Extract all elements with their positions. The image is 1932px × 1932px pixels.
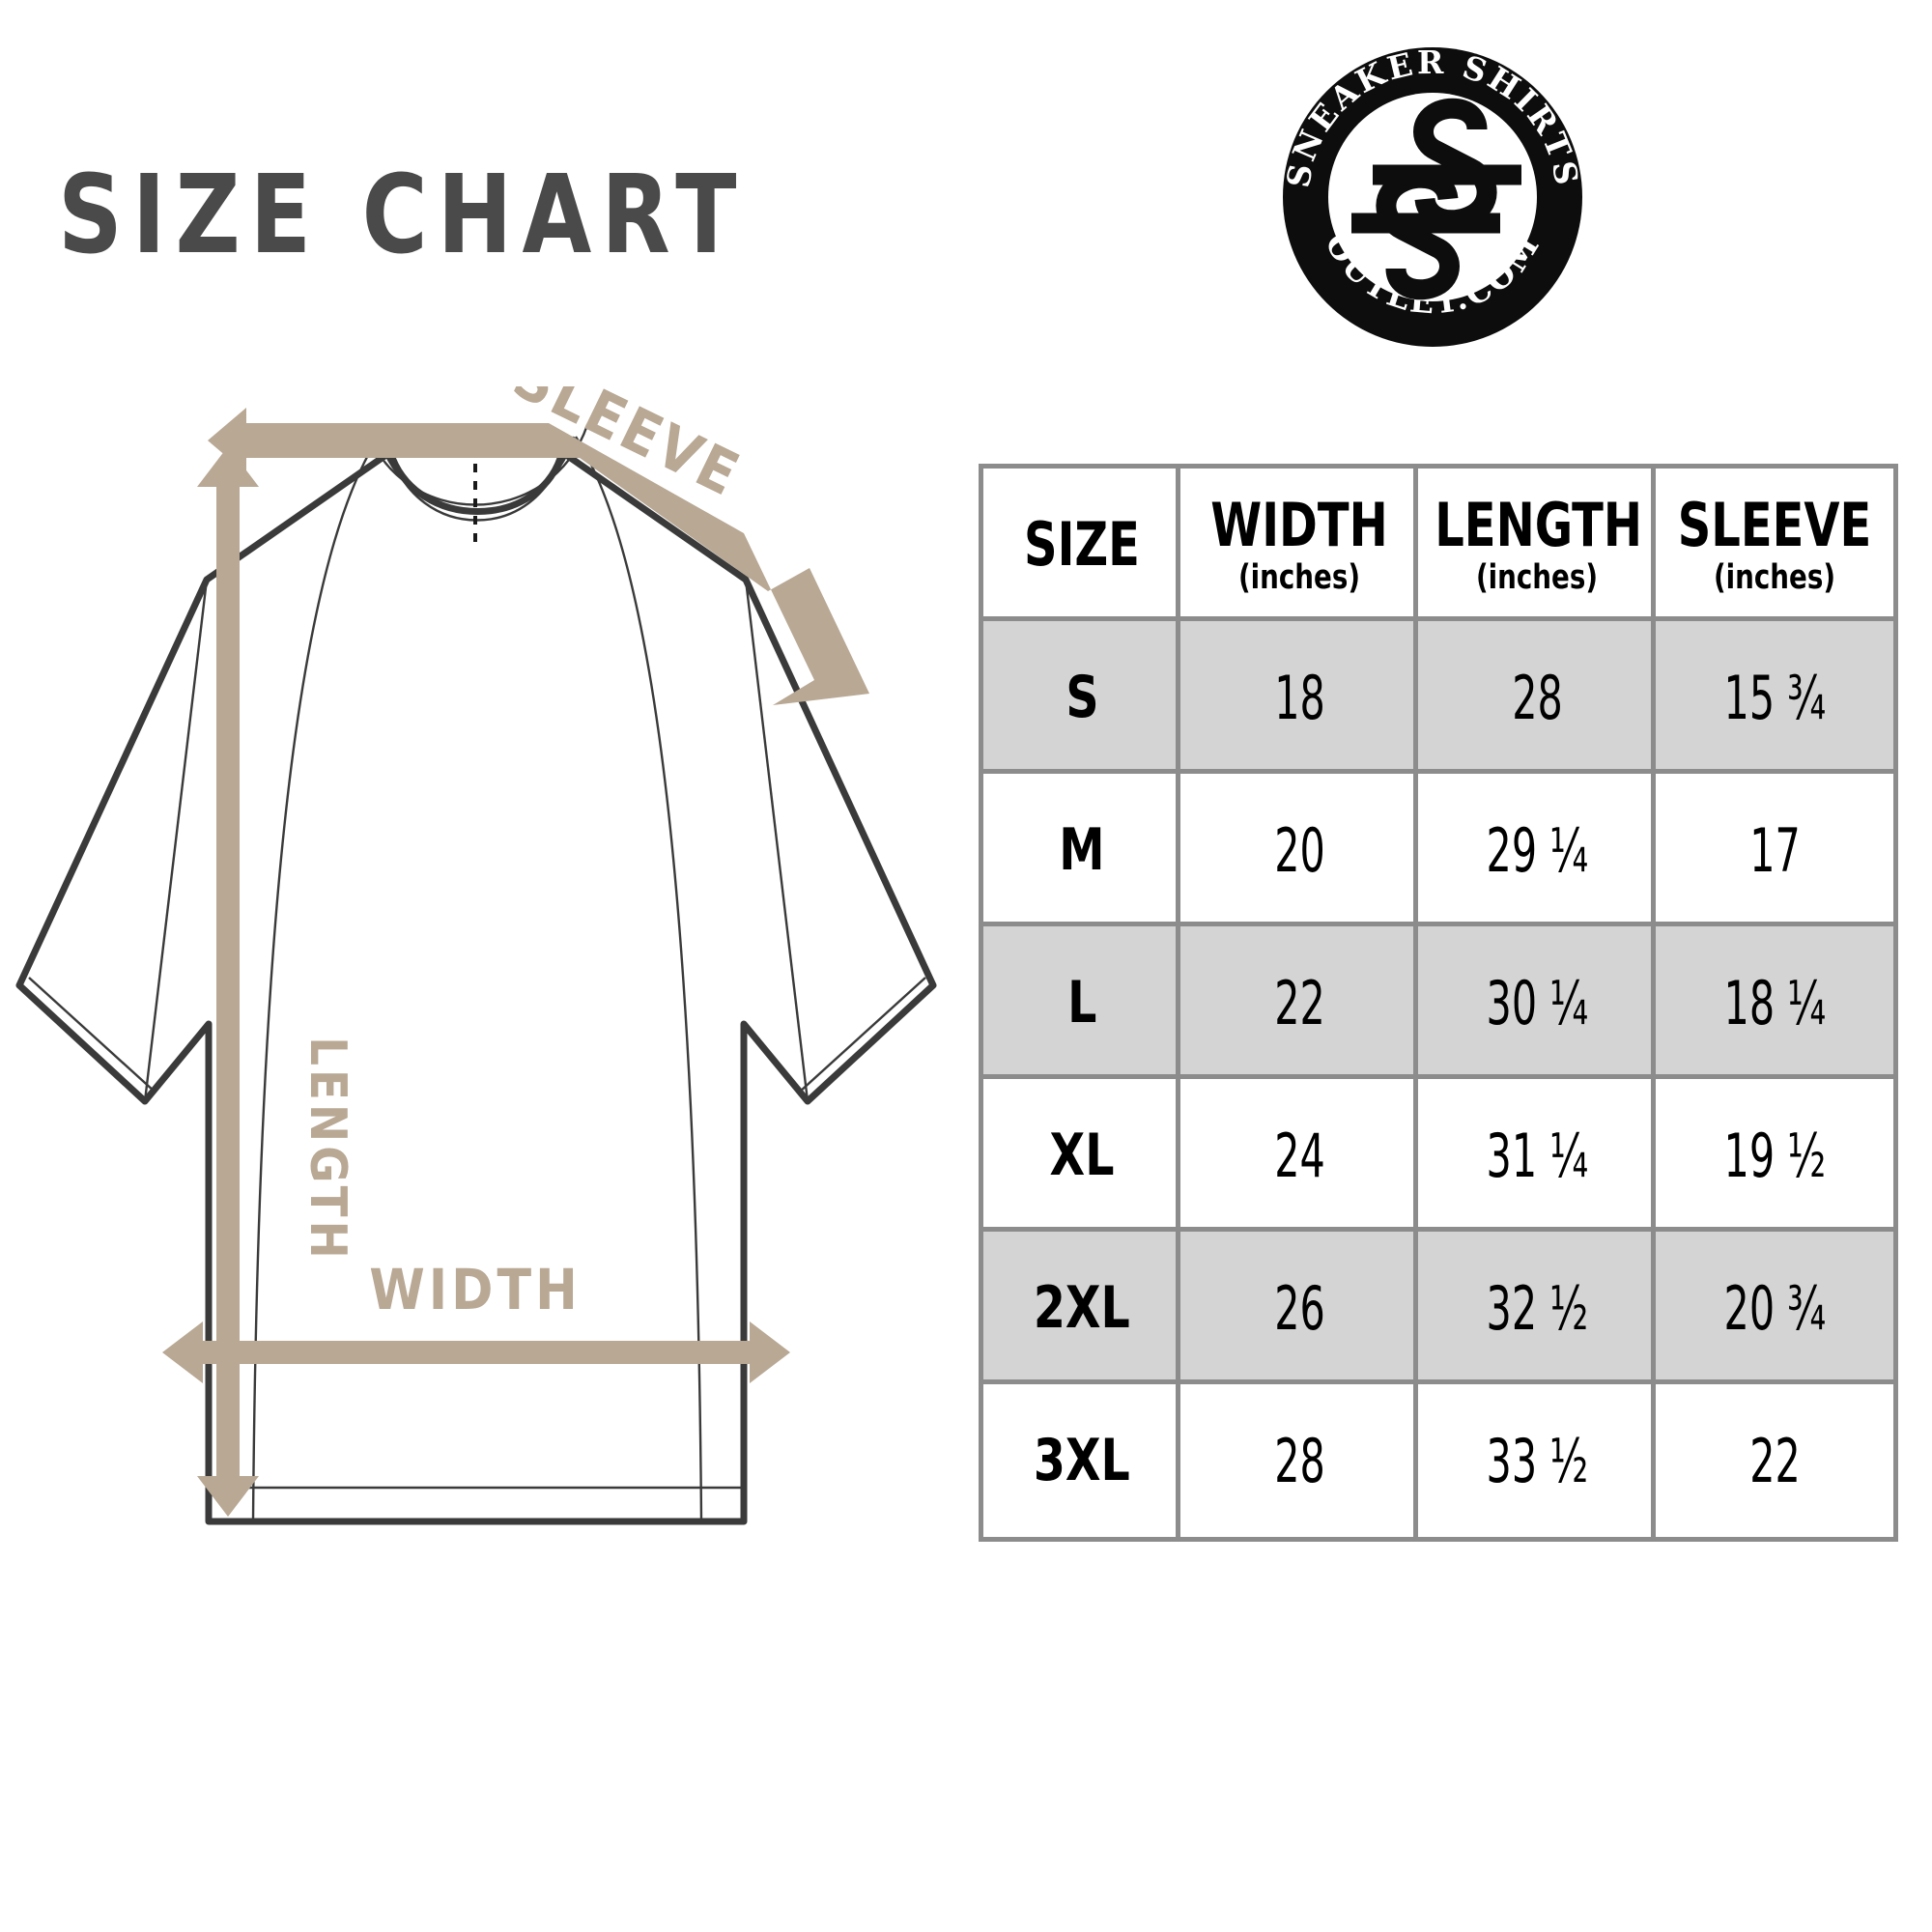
page-title: SIZE CHART: [58, 153, 747, 278]
sleeve-value: 19 ½: [1723, 1120, 1826, 1191]
size-table-container: SIZE WIDTH (inches) LENGTH (inches) SLEE…: [983, 469, 1893, 1537]
column-header-width-main: WIDTH: [1210, 489, 1388, 560]
cell-size: XL: [983, 1079, 1180, 1232]
table-row: XL 24 31 ¼ 19 ½: [983, 1079, 1893, 1232]
size-label: M: [1059, 816, 1105, 884]
cell-width: 28: [1180, 1384, 1418, 1537]
tshirt-diagram: SLEEVE WIDTH LENGTH: [0, 386, 966, 1594]
width-value: 26: [1273, 1272, 1325, 1344]
cell-length: 30 ¼: [1418, 926, 1656, 1079]
cell-length: 33 ½: [1418, 1384, 1656, 1537]
length-value: 31 ¼: [1486, 1120, 1588, 1191]
sleeve-measure-arrow: [208, 408, 869, 705]
table-row: 2XL 26 32 ½ 20 ¾: [983, 1232, 1893, 1384]
cell-width: 18: [1180, 621, 1418, 774]
cell-length: 29 ¼: [1418, 774, 1656, 926]
cell-sleeve: 15 ¾: [1656, 621, 1893, 774]
cell-size: 3XL: [983, 1384, 1180, 1537]
column-header-width: WIDTH (inches): [1180, 469, 1418, 621]
cell-sleeve: 22: [1656, 1384, 1893, 1537]
table-row: L 22 30 ¼ 18 ¼: [983, 926, 1893, 1079]
length-value: 29 ¼: [1486, 814, 1588, 886]
table-row: S 18 28 15 ¾: [983, 621, 1893, 774]
width-value: 20: [1273, 814, 1325, 886]
cell-sleeve: 19 ½: [1656, 1079, 1893, 1232]
column-header-length-units: (inches): [1475, 557, 1599, 597]
length-value: 30 ¼: [1486, 967, 1588, 1038]
cell-size: 2XL: [983, 1232, 1180, 1384]
width-measure-arrow: [162, 1321, 790, 1383]
sleeve-value: 18 ¼: [1723, 967, 1826, 1038]
column-header-sleeve-units: (inches): [1713, 557, 1836, 597]
width-value: 22: [1273, 967, 1325, 1038]
cell-width: 26: [1180, 1232, 1418, 1384]
size-label: 2XL: [1034, 1274, 1130, 1342]
cell-width: 20: [1180, 774, 1418, 926]
cell-length: 32 ½: [1418, 1232, 1656, 1384]
size-label: 3XL: [1034, 1427, 1130, 1494]
cell-width: 24: [1180, 1079, 1418, 1232]
size-label: S: [1065, 664, 1099, 731]
column-header-size: SIZE: [983, 469, 1180, 621]
column-header-width-units: (inches): [1237, 557, 1361, 597]
length-value: 32 ½: [1486, 1272, 1588, 1344]
cell-sleeve: 18 ¼: [1656, 926, 1893, 1079]
sleeve-value: 15 ¾: [1723, 662, 1826, 733]
table-row: 3XL 28 33 ½ 22: [983, 1384, 1893, 1537]
sleeve-value: 20 ¾: [1723, 1272, 1826, 1344]
cell-size: S: [983, 621, 1180, 774]
table-row: M 20 29 ¼ 17: [983, 774, 1893, 926]
length-value: 33 ½: [1486, 1425, 1588, 1496]
cell-width: 22: [1180, 926, 1418, 1079]
sleeve-value: 22: [1748, 1425, 1801, 1496]
size-table: SIZE WIDTH (inches) LENGTH (inches) SLEE…: [983, 469, 1893, 1537]
size-label: XL: [1049, 1122, 1115, 1189]
cell-length: 28: [1418, 621, 1656, 774]
column-header-sleeve-main: SLEEVE: [1677, 489, 1872, 560]
cell-size: M: [983, 774, 1180, 926]
column-header-length-main: LENGTH: [1435, 489, 1643, 560]
cell-length: 31 ¼: [1418, 1079, 1656, 1232]
length-measure-arrow: [197, 446, 259, 1517]
size-label: L: [1066, 969, 1097, 1037]
width-label: WIDTH: [369, 1257, 582, 1322]
column-header-length: LENGTH (inches): [1418, 469, 1656, 621]
cell-sleeve: 17: [1656, 774, 1893, 926]
cell-size: L: [983, 926, 1180, 1079]
length-value: 28: [1511, 662, 1563, 733]
width-value: 24: [1273, 1120, 1325, 1191]
brand-logo: SNEAKER SHIRTS OUTLET.COM: [1272, 37, 1593, 357]
column-header-sleeve: SLEEVE (inches): [1656, 469, 1893, 621]
length-label: LENGTH: [298, 1037, 356, 1262]
cell-sleeve: 20 ¾: [1656, 1232, 1893, 1384]
sleeve-value: 17: [1748, 814, 1801, 886]
width-value: 28: [1273, 1425, 1325, 1496]
table-header-row: SIZE WIDTH (inches) LENGTH (inches) SLEE…: [983, 469, 1893, 621]
width-value: 18: [1273, 662, 1325, 733]
column-header-size-main: SIZE: [1024, 509, 1140, 580]
